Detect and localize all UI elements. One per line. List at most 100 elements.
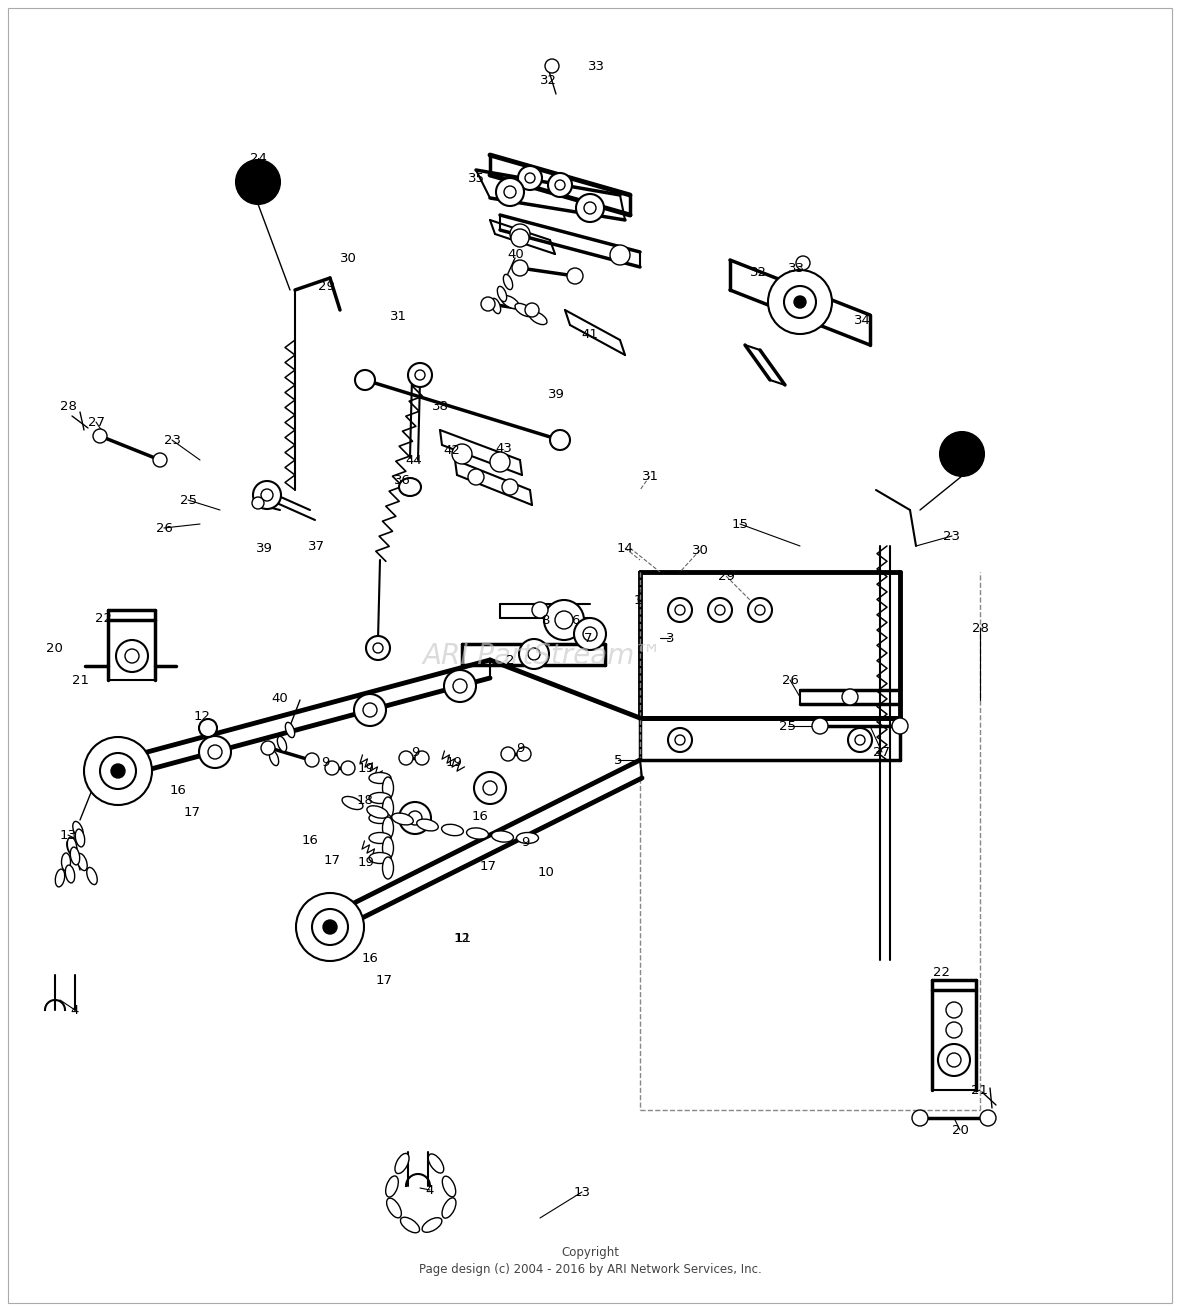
Text: 9: 9 [520, 835, 529, 848]
Ellipse shape [61, 853, 71, 871]
Ellipse shape [392, 813, 413, 825]
Circle shape [511, 229, 529, 246]
Circle shape [199, 735, 231, 768]
Text: 28: 28 [59, 400, 77, 413]
Ellipse shape [342, 797, 363, 809]
Ellipse shape [382, 777, 393, 798]
Text: 21: 21 [72, 674, 88, 687]
Circle shape [100, 753, 136, 789]
Circle shape [444, 670, 476, 701]
Circle shape [584, 202, 596, 214]
Text: 13: 13 [59, 829, 77, 842]
Text: 29: 29 [717, 569, 734, 582]
Circle shape [668, 598, 691, 621]
Text: 24: 24 [249, 152, 267, 164]
Circle shape [510, 224, 530, 244]
Text: 28: 28 [971, 621, 989, 635]
Circle shape [843, 690, 858, 705]
Circle shape [848, 728, 872, 753]
Text: 6: 6 [571, 614, 579, 627]
Text: 26: 26 [781, 674, 799, 687]
Text: 20: 20 [951, 1124, 969, 1137]
Circle shape [555, 611, 573, 629]
Ellipse shape [367, 806, 388, 818]
Text: 30: 30 [340, 252, 356, 265]
Text: 9: 9 [411, 746, 419, 759]
Text: 40: 40 [507, 248, 524, 261]
Text: 4: 4 [71, 1003, 79, 1016]
Ellipse shape [502, 295, 519, 308]
Text: 23: 23 [944, 530, 961, 543]
Circle shape [796, 256, 809, 270]
Circle shape [504, 186, 516, 198]
Ellipse shape [395, 1154, 409, 1173]
Ellipse shape [369, 852, 391, 864]
Circle shape [490, 452, 510, 472]
Ellipse shape [199, 718, 217, 737]
Ellipse shape [386, 1176, 399, 1197]
Circle shape [715, 604, 725, 615]
Text: 9: 9 [516, 742, 524, 755]
Text: 18: 18 [356, 793, 373, 806]
Text: 44: 44 [406, 454, 422, 467]
Circle shape [525, 173, 535, 184]
Circle shape [481, 298, 494, 311]
Ellipse shape [369, 772, 391, 784]
Text: 26: 26 [156, 522, 172, 535]
Circle shape [532, 602, 548, 617]
Circle shape [548, 173, 572, 197]
Text: 27: 27 [87, 416, 105, 429]
Ellipse shape [442, 1176, 455, 1197]
Ellipse shape [71, 847, 80, 865]
Circle shape [502, 479, 518, 496]
Circle shape [912, 1110, 927, 1126]
Circle shape [748, 598, 772, 621]
Circle shape [408, 363, 432, 387]
Circle shape [568, 267, 583, 284]
Text: 2: 2 [506, 653, 514, 666]
Circle shape [946, 1002, 962, 1019]
Text: 22: 22 [94, 611, 111, 624]
Text: 3: 3 [666, 632, 674, 645]
Text: 20: 20 [46, 641, 63, 654]
Text: 4: 4 [426, 1184, 434, 1197]
Text: 12: 12 [453, 932, 471, 944]
Circle shape [415, 751, 430, 766]
Circle shape [948, 1053, 961, 1067]
Text: 7: 7 [584, 632, 592, 645]
Ellipse shape [73, 822, 84, 839]
Text: 43: 43 [496, 442, 512, 455]
Circle shape [483, 781, 497, 794]
Circle shape [373, 642, 384, 653]
Text: 32: 32 [539, 73, 557, 87]
Ellipse shape [382, 857, 393, 878]
Text: 23: 23 [164, 434, 181, 447]
Ellipse shape [492, 831, 513, 842]
Circle shape [341, 760, 355, 775]
Text: 25: 25 [179, 493, 197, 506]
Circle shape [794, 296, 806, 308]
Circle shape [555, 180, 565, 190]
Text: 17: 17 [323, 853, 341, 867]
Ellipse shape [65, 865, 74, 882]
Circle shape [153, 454, 168, 467]
Circle shape [518, 166, 542, 190]
Circle shape [550, 430, 570, 450]
Circle shape [946, 1023, 962, 1038]
Circle shape [116, 640, 148, 673]
Text: 19: 19 [446, 755, 463, 768]
Text: 16: 16 [170, 784, 186, 797]
Ellipse shape [382, 836, 393, 859]
Text: 37: 37 [308, 540, 325, 552]
Circle shape [583, 627, 597, 641]
Ellipse shape [491, 299, 500, 313]
Text: 42: 42 [444, 443, 460, 456]
Circle shape [354, 694, 386, 726]
Circle shape [468, 469, 484, 485]
Text: 10: 10 [538, 865, 555, 878]
Ellipse shape [77, 853, 87, 871]
Text: 29: 29 [317, 279, 334, 292]
Circle shape [525, 303, 539, 317]
Ellipse shape [400, 1217, 420, 1232]
Circle shape [544, 600, 584, 640]
